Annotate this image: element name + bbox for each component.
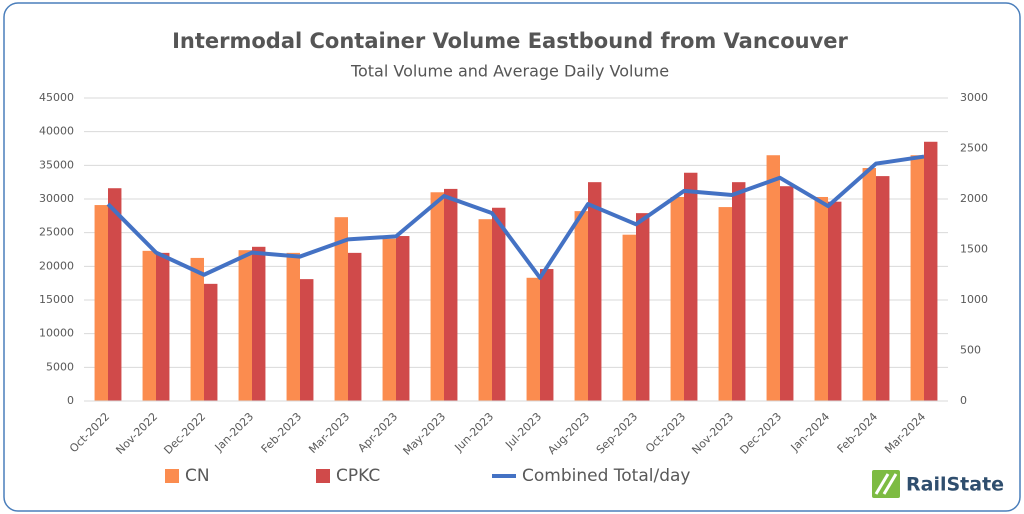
legend-swatch	[165, 469, 179, 483]
bar	[382, 238, 396, 401]
bar	[94, 205, 108, 401]
bar	[430, 192, 444, 401]
bar	[622, 234, 636, 401]
bar	[670, 196, 684, 401]
y-tick-label: 20000	[39, 259, 74, 272]
bar	[574, 211, 588, 401]
bar	[910, 155, 924, 401]
chart-title: Intermodal Container Volume Eastbound fr…	[172, 29, 848, 53]
logo-text: RailState	[906, 474, 1004, 496]
chart-subtitle: Total Volume and Average Daily Volume	[350, 62, 669, 81]
bar	[588, 182, 602, 401]
bar	[540, 269, 554, 401]
y-tick-label: 35000	[39, 158, 74, 171]
y2-tick-label: 1500	[960, 243, 988, 256]
line-series	[106, 154, 925, 280]
y-tick-label: 30000	[39, 192, 74, 205]
logo: RailState	[872, 470, 1004, 498]
y-tick-label: 0	[67, 394, 74, 407]
bar	[780, 186, 794, 401]
y-tick-label: 5000	[46, 360, 74, 373]
legend-label: CN	[185, 466, 210, 486]
bar	[396, 236, 410, 401]
bar	[204, 283, 218, 401]
bar	[252, 246, 266, 401]
bar	[814, 196, 828, 401]
y2-tick-label: 2000	[960, 192, 988, 205]
bar	[156, 252, 170, 401]
bar	[718, 207, 732, 401]
legend-swatch	[316, 469, 330, 483]
y2-tick-label: 1000	[960, 293, 988, 306]
bar	[142, 250, 156, 401]
bar	[300, 279, 314, 401]
y-tick-label: 15000	[39, 293, 74, 306]
y-tick-label: 45000	[39, 91, 74, 104]
bar	[478, 219, 492, 401]
bar	[492, 207, 506, 401]
bar	[684, 172, 698, 401]
bar	[108, 188, 122, 401]
bar	[190, 257, 204, 401]
y2-tick-label: 2500	[960, 142, 988, 155]
bar	[238, 250, 252, 401]
legend-label: Combined Total/day	[522, 466, 690, 486]
bar	[876, 176, 890, 401]
bar	[348, 252, 362, 401]
bar	[334, 217, 348, 401]
bar	[766, 155, 780, 401]
bar	[286, 252, 300, 401]
bar	[924, 141, 938, 401]
logo-rails	[874, 473, 898, 495]
y-tick-label: 40000	[39, 125, 74, 138]
bar	[732, 182, 746, 401]
bar	[444, 188, 458, 401]
y2-tick-label: 0	[960, 394, 967, 407]
legend-label: CPKC	[336, 466, 380, 486]
y-tick-label: 25000	[39, 226, 74, 239]
bar	[862, 168, 876, 401]
bar	[636, 213, 650, 401]
bar	[526, 277, 540, 401]
y2-tick-label: 3000	[960, 91, 988, 104]
bar	[828, 201, 842, 401]
y2-tick-label: 500	[960, 344, 981, 357]
y-tick-label: 10000	[39, 327, 74, 340]
